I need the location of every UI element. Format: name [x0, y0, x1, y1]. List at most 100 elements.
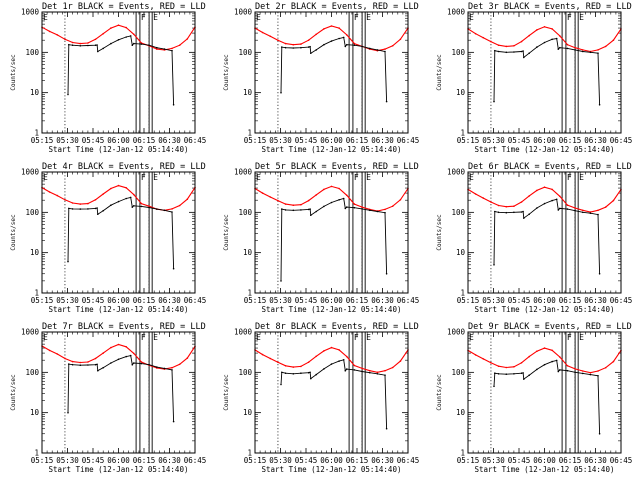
plot-frame [467, 171, 622, 294]
data-point-events [536, 207, 538, 209]
panel-title: Det 1r BLACK = Events, RED = LLD [42, 2, 206, 12]
data-point-lld [543, 347, 546, 349]
data-point-events [96, 363, 98, 366]
data-point-events [315, 210, 318, 213]
data-point-events [284, 372, 287, 375]
data-point-events [344, 45, 347, 48]
data-point-events [385, 427, 388, 430]
data-point-lld [133, 193, 135, 196]
data-point-lld [399, 360, 402, 362]
panel-title: Det 7r BLACK = Events, RED = LLD [42, 322, 206, 332]
data-point-lld [566, 204, 569, 206]
data-point-lld [117, 343, 120, 346]
y-tick-label: 10 [456, 408, 466, 417]
data-point-lld [133, 352, 135, 355]
data-point-events [522, 210, 524, 213]
data-point-lld [269, 35, 272, 38]
data-point-events [148, 363, 150, 366]
y-tick-label: 100 [238, 48, 252, 57]
data-point-events [513, 373, 515, 375]
x-tick-label: 05:15 [31, 296, 54, 305]
x-tick-label: 05:30 [56, 136, 79, 145]
y-tick-label: 1 [460, 289, 465, 298]
data-point-lld [140, 361, 143, 363]
data-point-lld [346, 355, 348, 358]
data-point-events [582, 50, 584, 53]
data-point-events [94, 363, 97, 366]
x-axis-label: Start Time (12-Jan-12 05:14:40) [262, 145, 402, 154]
data-point-lld [56, 34, 59, 36]
data-point-events [140, 362, 143, 365]
data-point-lld [307, 39, 310, 41]
data-point-lld [261, 353, 264, 356]
data-point-events [598, 433, 601, 435]
data-point-events [543, 41, 546, 44]
series-line-events [67, 196, 175, 269]
y-tick-label: 1000 [447, 8, 466, 17]
y-tick-label: 1 [34, 129, 39, 138]
data-point-events [523, 378, 525, 380]
data-point-lld [269, 196, 272, 198]
x-tick-label: 06:30 [371, 136, 394, 145]
data-point-events [67, 93, 69, 96]
x-tick-label: 06:15 [346, 296, 369, 305]
data-point-lld [156, 48, 158, 50]
data-point-lld [117, 24, 120, 27]
data-point-events [94, 44, 97, 46]
panel-det-4: Det 4r BLACK = Events, RED = LLD 1 10 100 10… [10, 162, 206, 314]
x-tick-label: 06:00 [107, 136, 130, 145]
panel-det-7: Det 7r BLACK = Events, RED = LLD 1 10 100 10… [10, 322, 206, 474]
data-point-lld [391, 366, 394, 369]
x-tick-label: 05:45 [82, 136, 105, 145]
data-point-events [338, 199, 340, 201]
x-tick-label: 06:30 [158, 296, 181, 305]
data-point-lld [559, 35, 561, 37]
y-tick-label: 1000 [234, 8, 253, 17]
data-point-lld [376, 371, 379, 374]
data-point-events [528, 374, 530, 377]
data-point-events [284, 209, 287, 211]
panel-det-8: Det 8r BLACK = Events, RED = LLD 1 10 100 10… [223, 322, 419, 474]
y-tick-label: 1 [247, 129, 252, 138]
data-point-lld [315, 355, 318, 358]
marker-label-e: E [579, 13, 584, 22]
data-point-lld [384, 369, 386, 372]
data-point-lld [589, 371, 592, 374]
data-point-events [551, 360, 553, 363]
marker-label-e-left: E [469, 333, 474, 342]
data-point-events [551, 38, 553, 41]
data-point-events [281, 208, 283, 210]
series-line-events [493, 37, 601, 105]
panel-title: Det 6r BLACK = Events, RED = LLD [468, 162, 632, 172]
data-point-lld [94, 38, 97, 41]
panel-det-1: Det 1r BLACK = Events, RED = LLD 1 10 100 10… [10, 2, 206, 154]
data-point-events [493, 100, 495, 103]
x-axis-label: Start Time (12-Jan-12 05:14:40) [475, 305, 615, 314]
data-point-events [543, 202, 546, 205]
data-point-lld [346, 34, 348, 36]
data-point-events [163, 48, 166, 50]
x-tick-label: 06:45 [397, 456, 420, 465]
data-point-events [513, 211, 515, 214]
data-point-events [280, 383, 282, 386]
data-point-lld [284, 365, 287, 367]
x-tick-label: 06:45 [610, 296, 633, 305]
y-tick-label: 1000 [21, 8, 40, 17]
x-tick-label: 05:30 [269, 456, 292, 465]
data-point-events [566, 369, 569, 372]
data-point-events [346, 368, 348, 370]
data-point-events [156, 208, 158, 210]
data-point-events [376, 49, 379, 51]
data-point-lld [323, 350, 325, 352]
x-tick-label: 06:15 [346, 136, 369, 145]
data-point-events [536, 46, 538, 48]
x-tick-label: 06:30 [584, 136, 607, 145]
data-point-events [385, 273, 388, 275]
data-point-events [323, 205, 325, 208]
data-point-lld [56, 194, 59, 197]
x-tick-label: 05:45 [508, 296, 531, 305]
data-point-events [129, 354, 132, 357]
data-point-lld [79, 203, 82, 205]
data-point-lld [566, 43, 569, 46]
x-tick-label: 05:15 [244, 136, 267, 145]
